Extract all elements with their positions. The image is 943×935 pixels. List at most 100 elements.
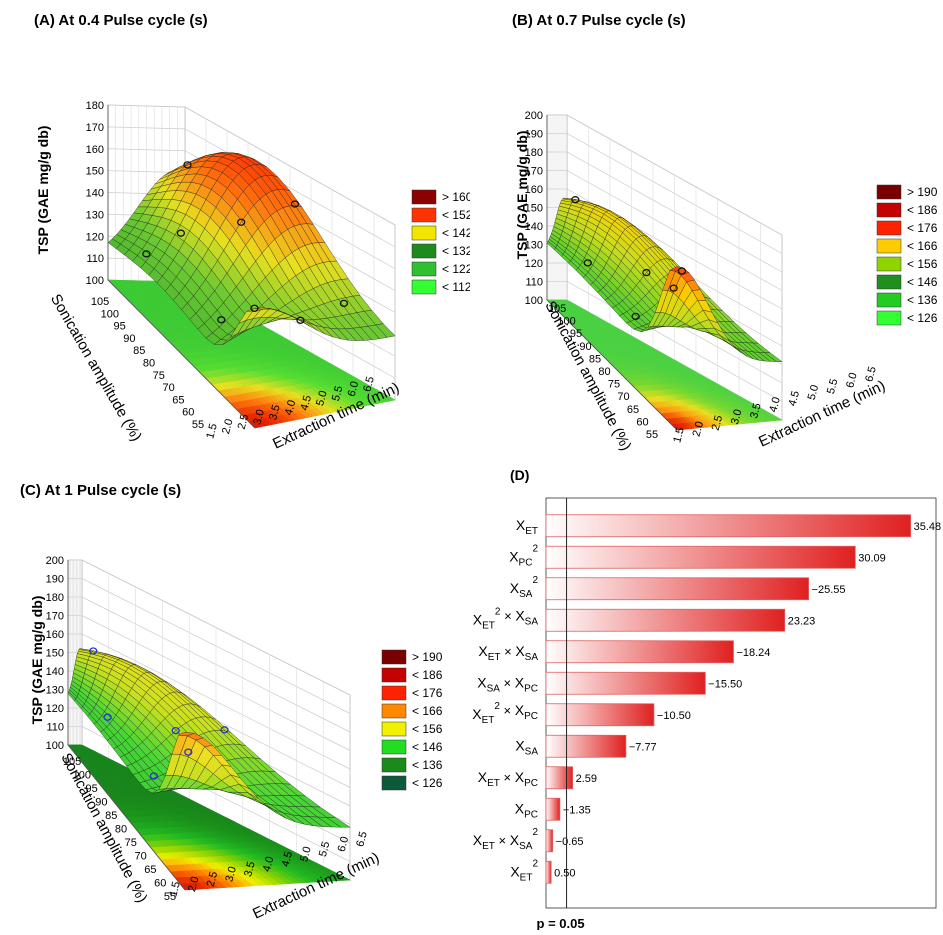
pareto-bar bbox=[545, 734, 627, 758]
x-tick-label: 1.5 bbox=[204, 422, 220, 440]
contour-floor bbox=[546, 299, 783, 431]
bar-value-label: 35.48 bbox=[914, 521, 942, 533]
y-tick-label: 55 bbox=[164, 891, 176, 903]
design-point-marker bbox=[631, 312, 640, 321]
y-tick-label: 65 bbox=[144, 864, 156, 876]
z-tick-label: 100 bbox=[46, 740, 64, 752]
legend-label: < 176 bbox=[907, 221, 938, 235]
x-tick-label: 3.0 bbox=[729, 408, 745, 426]
legend-swatch bbox=[411, 225, 437, 241]
pareto-bar bbox=[545, 577, 809, 601]
bar-value-label: −18.24 bbox=[736, 647, 770, 659]
y-tick-label: 100 bbox=[73, 770, 91, 782]
y-tick-label: 100 bbox=[557, 316, 575, 328]
legend-swatch bbox=[381, 667, 407, 683]
z-gridline bbox=[547, 151, 783, 273]
legend-swatch bbox=[876, 292, 902, 308]
y-tick-label: 90 bbox=[579, 341, 591, 353]
pareto-title: (D) bbox=[510, 467, 529, 483]
pareto-bar bbox=[545, 860, 552, 884]
legend-swatch bbox=[381, 703, 407, 719]
legend-label: < 146 bbox=[412, 740, 443, 754]
pareto-chart-panel: (D) 35.48 30.09 −25.55 23.23 −18.24 −15.50 −10.… bbox=[470, 458, 943, 931]
category-label: XSA2​ bbox=[510, 575, 539, 600]
legend-label: < 132 bbox=[442, 244, 470, 258]
y-tick-label: 105 bbox=[63, 756, 81, 768]
legend-swatch bbox=[381, 775, 407, 791]
category-label: XET × XPC​ bbox=[478, 769, 538, 789]
x-tick-label: 4.5 bbox=[787, 390, 803, 408]
significance-label: p = 0.05 bbox=[537, 916, 585, 930]
design-point-marker bbox=[583, 259, 592, 267]
color-legend: > 190 < 186 < 176 < 166 < 156 < 146 < 136 < 126 bbox=[876, 184, 938, 326]
design-point-marker bbox=[217, 316, 226, 324]
design-point-marker bbox=[89, 647, 98, 655]
pareto-bar bbox=[545, 766, 574, 790]
y-tick-label: 60 bbox=[154, 878, 166, 890]
category-label: XET × XSA2​ bbox=[473, 827, 539, 852]
legend-label: < 156 bbox=[412, 722, 443, 736]
legend-swatch bbox=[411, 261, 437, 277]
legend-swatch bbox=[876, 310, 902, 326]
pareto-bar bbox=[545, 545, 856, 569]
x-tick-label: 6.5 bbox=[361, 375, 377, 393]
y-tick-label: 65 bbox=[627, 404, 639, 416]
z-gridline bbox=[547, 170, 783, 291]
category-label: XET2 × XSA​ bbox=[473, 606, 539, 631]
x-tick-label: 1.5 bbox=[167, 880, 183, 898]
surface-cell bbox=[177, 731, 195, 737]
surface-plot-a: 100 110 120 130 140 150 160 170 180 TSP (GAE mg/g… bbox=[35, 100, 473, 453]
y-tick-label: 95 bbox=[570, 328, 582, 340]
z-gridline bbox=[547, 262, 783, 384]
y-axis-label: Sonication amplitude (%) bbox=[47, 291, 145, 444]
x-tick-label: 3.5 bbox=[748, 402, 764, 420]
axis-frame bbox=[546, 115, 678, 431]
legend-swatch bbox=[411, 207, 437, 223]
z-tick-label: 110 bbox=[46, 722, 64, 734]
bar-value-label: 30.09 bbox=[858, 552, 886, 564]
x-tick-label: 2.0 bbox=[220, 418, 236, 436]
design-point-marker bbox=[176, 229, 186, 237]
legend-label: < 186 bbox=[907, 203, 938, 217]
design-point-marker bbox=[250, 304, 259, 312]
legend-label: < 112 bbox=[442, 280, 470, 294]
z-axis-label: TSP (GAE mg/g db) bbox=[29, 596, 45, 725]
z-tick-label: 170 bbox=[525, 166, 543, 178]
z-tick-label: 160 bbox=[46, 629, 64, 641]
z-tick-label: 170 bbox=[46, 611, 64, 623]
y-tick-label: 60 bbox=[182, 407, 194, 419]
z-gridline bbox=[68, 726, 351, 862]
contour-cell bbox=[379, 394, 396, 402]
panel-a-title: (A) At 0.4 Pulse cycle (s) bbox=[34, 12, 208, 29]
z-gridline bbox=[547, 188, 783, 310]
design-point-marker bbox=[142, 250, 151, 258]
legend-label: < 122 bbox=[442, 262, 470, 276]
z-gridline bbox=[107, 148, 396, 270]
legend-swatch bbox=[411, 243, 437, 259]
pareto-bar bbox=[545, 829, 554, 853]
x-axis-ticks: 1.5 2.0 2.5 3.0 3.5 4.0 4.5 5.0 5.5 6.0 6.5 bbox=[204, 375, 377, 440]
z-axis-label: TSP (GAE mg/g db) bbox=[514, 131, 530, 260]
surface-panel-a: (A) At 0.4 Pulse cycle (s) 100 110 120 130 1… bbox=[0, 0, 473, 465]
design-point-marker bbox=[669, 284, 678, 292]
z-tick-label: 180 bbox=[525, 147, 543, 159]
design-point-marker bbox=[183, 161, 192, 169]
legend-label: < 126 bbox=[412, 776, 443, 790]
axis-frame bbox=[67, 560, 186, 891]
legend-swatch bbox=[411, 279, 437, 295]
y-tick-label: 105 bbox=[548, 303, 566, 315]
z-tick-label: 200 bbox=[525, 110, 543, 122]
y-tick-label: 90 bbox=[95, 797, 107, 809]
category-labels: XET​ XPC2​ XSA2​ XET2 × XSA​ XET × XSA​ XSA ×… bbox=[472, 517, 538, 884]
x-tick-label: 2.0 bbox=[691, 420, 707, 438]
z-tick-label: 110 bbox=[525, 277, 543, 289]
z-gridline bbox=[547, 281, 783, 402]
legend-swatch bbox=[381, 739, 407, 755]
y-tick-label: 75 bbox=[608, 379, 620, 391]
plot-frame bbox=[545, 497, 937, 909]
bar-value-label: 2.59 bbox=[576, 773, 597, 785]
z-tick-label: 140 bbox=[525, 221, 543, 233]
design-point-marker bbox=[339, 299, 349, 308]
y-tick-label: 105 bbox=[91, 296, 109, 308]
